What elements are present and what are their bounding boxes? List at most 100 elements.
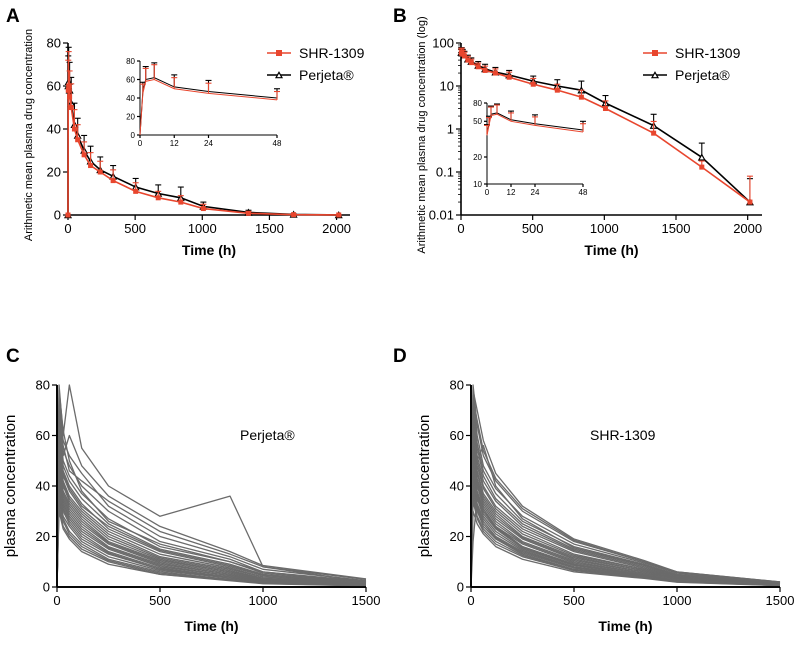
y-tick-label: 10 <box>473 180 482 189</box>
individual-curve <box>56 429 367 588</box>
y-axis-label: plasma concentration <box>2 415 19 558</box>
data-point-square <box>88 163 94 169</box>
inset-chart: 0 12 24 48 0 20 40 60 80 <box>126 57 282 148</box>
individual-curve <box>56 389 367 588</box>
y-tick-label: 20 <box>126 112 135 121</box>
legend-label: SHR-1309 <box>299 45 365 61</box>
x-tick-label: 48 <box>579 188 588 197</box>
y-axis-label: Arithmetic mean plasma drug concentratio… <box>416 16 428 253</box>
data-point-square <box>68 105 74 110</box>
panel-c: C 0 500 1000 1500 0 20 40 60 80 Perjeta® Time (h) pl… <box>2 346 380 634</box>
data-point-square <box>554 87 560 93</box>
y-tick-label: 60 <box>47 79 61 94</box>
y-tick-label: 40 <box>36 479 50 494</box>
y-tick-label: 20 <box>36 529 50 544</box>
x-tick-label: 12 <box>507 188 516 197</box>
y-tick-label: 0 <box>54 208 61 223</box>
x-tick-label: 1500 <box>766 593 795 608</box>
y-tick-label: 40 <box>450 479 464 494</box>
data-point-square <box>67 94 73 100</box>
data-point-square <box>75 137 81 143</box>
data-point-square <box>336 212 342 218</box>
y-tick-label: 80 <box>47 36 61 51</box>
x-tick-label: 500 <box>522 221 544 236</box>
x-tick-label: 0 <box>467 593 474 608</box>
x-tick-label: 1500 <box>255 221 284 236</box>
data-point-square <box>652 50 658 56</box>
x-tick-label: 1000 <box>663 593 692 608</box>
data-point-triangle <box>697 153 706 161</box>
panel-title: Perjeta® <box>240 427 295 443</box>
data-point-square <box>81 152 87 158</box>
individual-curve <box>56 434 367 588</box>
data-point-square <box>65 212 71 218</box>
y-tick-label: 20 <box>450 529 464 544</box>
individual-curve <box>56 510 367 588</box>
y-tick-label: 50 <box>473 117 482 126</box>
y-tick-label: 20 <box>47 165 61 180</box>
data-point-square <box>578 94 584 100</box>
y-tick-label: 40 <box>47 122 61 137</box>
series-line <box>67 81 339 216</box>
y-tick-label: 0.1 <box>436 165 454 180</box>
y-tick-label: 0 <box>457 580 464 595</box>
y-axis-label: Arithmetic mean plasma drug concentratio… <box>23 29 35 241</box>
individual-curve <box>56 409 367 588</box>
x-axis-label: Time (h) <box>184 618 238 634</box>
individual-curve <box>470 389 781 588</box>
data-point-square <box>178 199 184 205</box>
inset-chart: 0 12 24 48 10 20 50 80 <box>473 99 588 197</box>
data-point-triangle <box>650 71 660 79</box>
data-point-square <box>66 83 72 89</box>
individual-curve <box>470 429 781 588</box>
x-tick-label: 0 <box>53 593 60 608</box>
x-tick-label: 24 <box>531 188 540 197</box>
x-tick-label: 1500 <box>662 221 691 236</box>
y-tick-label: 100 <box>432 36 454 51</box>
data-point-square <box>530 81 536 87</box>
x-axis-label: Time (h) <box>584 242 638 258</box>
panel-letter: A <box>6 6 20 27</box>
panel-d: D 0 500 1000 1500 0 20 40 60 80 SHR-1309 Time (h) pl… <box>393 346 794 634</box>
data-point-square <box>133 188 139 194</box>
panel-letter: B <box>393 6 407 27</box>
y-tick-label: 0.01 <box>429 208 454 223</box>
x-tick-label: 48 <box>273 139 282 148</box>
y-tick-label: 1 <box>447 122 454 137</box>
x-tick-label: 0 <box>64 221 71 236</box>
data-point-square <box>699 164 705 170</box>
x-tick-label: 0 <box>485 188 490 197</box>
x-axis-label: Time (h) <box>598 618 652 634</box>
individual-curve <box>56 396 367 588</box>
individual-curve <box>56 424 367 588</box>
y-tick-label: 80 <box>36 378 50 393</box>
individual-curve <box>56 490 367 588</box>
data-point-square <box>155 195 161 201</box>
individual-curve <box>56 442 367 588</box>
individual-curve <box>470 510 781 588</box>
data-point-square <box>468 60 474 66</box>
x-tick-label: 0 <box>457 221 464 236</box>
legend-label: Perjeta® <box>675 67 730 83</box>
x-tick-label: 2000 <box>322 221 351 236</box>
data-point-square <box>482 67 488 73</box>
y-tick-label: 10 <box>440 79 454 94</box>
data-point-square <box>747 199 753 205</box>
data-point-square <box>475 64 481 70</box>
x-tick-label: 1500 <box>352 593 381 608</box>
legend-label: SHR-1309 <box>675 45 741 61</box>
individual-curve <box>470 394 781 588</box>
data-point-square <box>506 74 512 80</box>
y-tick-label: 0 <box>43 580 50 595</box>
data-point-square <box>492 70 498 76</box>
data-point-square <box>97 169 103 175</box>
panel-letter: C <box>6 346 20 367</box>
x-tick-label: 24 <box>204 139 213 148</box>
panel-title: SHR-1309 <box>590 427 656 443</box>
data-point-square <box>465 57 471 63</box>
x-tick-label: 12 <box>170 139 179 148</box>
x-axis-label: Time (h) <box>182 242 236 258</box>
y-axis-label: plasma concentration <box>416 415 433 558</box>
